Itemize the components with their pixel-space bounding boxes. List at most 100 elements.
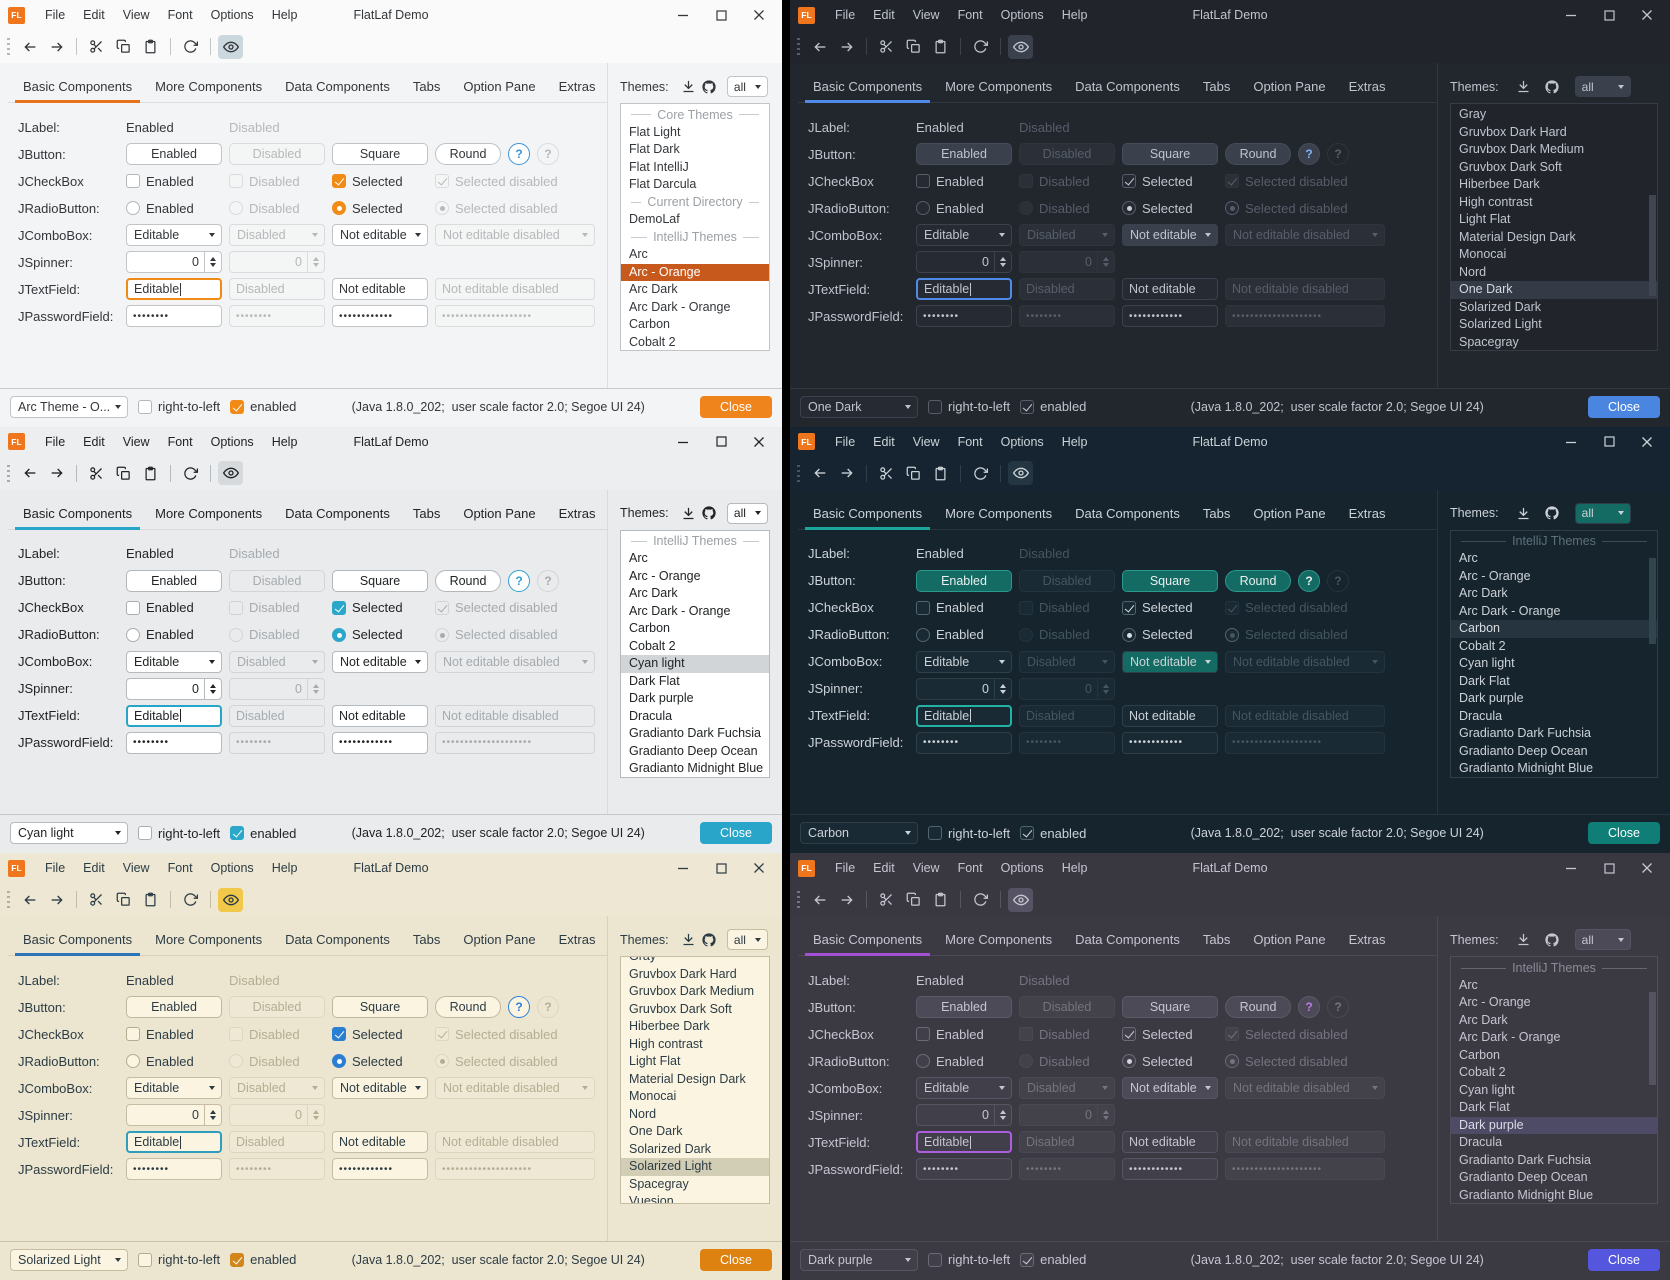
checkbox-icon[interactable] <box>916 1027 930 1042</box>
checkbox-icon[interactable] <box>126 174 140 188</box>
checkbox-icon[interactable] <box>230 399 245 414</box>
menu-item[interactable]: View <box>912 434 940 449</box>
textfield-editable[interactable]: Editable <box>916 704 1012 727</box>
checkbox-enabled[interactable]: Enabled <box>126 174 229 189</box>
github-icon[interactable] <box>701 75 717 99</box>
radio-selected[interactable]: Selected <box>1122 627 1225 642</box>
enabled-checkbox[interactable]: enabled <box>230 826 296 841</box>
github-icon[interactable] <box>1540 75 1565 99</box>
theme-combo[interactable]: Solarized Light <box>10 1248 128 1271</box>
spinner-enabled[interactable]: 0 <box>126 1104 222 1127</box>
forward-button[interactable] <box>44 888 69 912</box>
eye-toggle-button[interactable] <box>218 887 243 912</box>
theme-list-item[interactable]: Arc Dark - Orange <box>629 603 731 618</box>
copy-button[interactable] <box>901 35 926 59</box>
theme-list-item-selected[interactable]: One Dark <box>1451 281 1657 299</box>
close-window-button[interactable] <box>744 430 774 454</box>
tab[interactable]: Tabs <box>1202 932 1231 948</box>
menu-item[interactable]: Font <box>957 434 983 449</box>
theme-list-item[interactable]: Arc Dark - Orange <box>1459 603 1561 618</box>
cut-button[interactable] <box>874 461 899 485</box>
github-icon[interactable] <box>1540 501 1565 525</box>
maximize-button[interactable] <box>706 856 736 880</box>
theme-filter-combo[interactable]: all <box>1574 502 1631 524</box>
theme-filter-combo[interactable]: all <box>726 929 768 951</box>
checkbox-icon[interactable] <box>1020 826 1035 841</box>
minimize-button[interactable] <box>668 856 698 880</box>
tab[interactable]: Option Pane <box>463 79 536 94</box>
minimize-button[interactable] <box>668 430 698 454</box>
radio-enabled[interactable]: Enabled <box>126 201 229 216</box>
tab[interactable]: Option Pane <box>1253 79 1326 94</box>
copy-button[interactable] <box>901 461 926 485</box>
checkbox-icon[interactable] <box>1122 1027 1136 1042</box>
theme-list-item[interactable]: Arc Dark <box>1459 1012 1508 1027</box>
radio-selected[interactable]: Selected <box>1122 201 1225 216</box>
theme-list-item[interactable]: Spacegray <box>1459 334 1519 349</box>
theme-list-item[interactable]: Gruvbox Dark Medium <box>1459 142 1585 156</box>
textfield-editable[interactable]: Editable <box>916 278 1012 300</box>
theme-list-item[interactable]: Gray <box>629 956 657 964</box>
cut-button[interactable] <box>84 888 109 912</box>
spinner-enabled[interactable]: 0 <box>916 677 1012 700</box>
theme-list-item[interactable]: Dracula <box>629 708 673 723</box>
theme-list-item[interactable]: Dark purple <box>629 691 694 706</box>
theme-list-item[interactable]: Carbon <box>629 317 670 331</box>
close-dialog-button[interactable]: Close <box>700 1248 772 1271</box>
help-button[interactable]: ? <box>1298 996 1320 1019</box>
tab[interactable]: Tabs <box>412 505 441 521</box>
spinner-arrows-icon[interactable] <box>204 252 221 272</box>
download-icon[interactable] <box>681 501 697 525</box>
theme-list[interactable]: Gray Gruvbox Dark Hard Gruvbox Dark Medium… <box>1450 103 1658 351</box>
back-button[interactable] <box>807 35 832 59</box>
passwordfield-editable[interactable]: •••••••• <box>916 305 1012 327</box>
combobox-not-editable[interactable]: Not editable <box>332 1077 428 1100</box>
tab[interactable]: More Components <box>155 505 263 521</box>
theme-filter-combo[interactable]: all <box>1574 929 1631 951</box>
checkbox-icon[interactable] <box>1122 174 1136 188</box>
theme-list-item[interactable]: DemoLaf <box>629 212 680 226</box>
maximize-button[interactable] <box>1594 856 1624 880</box>
radio-enabled[interactable]: Enabled <box>916 201 1019 216</box>
radio-icon[interactable] <box>332 1054 346 1069</box>
tab[interactable]: Extras <box>1348 79 1386 94</box>
menu-item[interactable]: Edit <box>873 8 895 22</box>
radio-icon[interactable] <box>1122 1054 1136 1069</box>
forward-button[interactable] <box>44 461 69 485</box>
spinner-enabled[interactable]: 0 <box>126 251 222 273</box>
passwordfield-not-editable[interactable]: •••••••••••• <box>332 305 428 327</box>
theme-list-item[interactable]: Arc <box>629 247 648 261</box>
radio-enabled[interactable]: Enabled <box>916 627 1019 642</box>
cut-button[interactable] <box>874 888 899 912</box>
tab[interactable]: Data Components <box>285 932 390 948</box>
theme-list-item[interactable]: Dark Flat <box>1459 673 1510 688</box>
copy-button[interactable] <box>111 461 136 485</box>
theme-list-item[interactable]: Carbon <box>629 621 670 636</box>
theme-list-item[interactable]: Gradianto Deep Ocean <box>629 743 758 758</box>
tab[interactable]: Option Pane <box>1253 932 1326 948</box>
tab[interactable]: Tabs <box>1202 505 1231 521</box>
theme-list-item[interactable]: Gradianto Midnight Blue <box>1459 1187 1594 1202</box>
theme-combo[interactable]: One Dark <box>800 395 918 418</box>
menu-item[interactable]: View <box>912 8 940 22</box>
help-button[interactable]: ? <box>508 996 530 1019</box>
theme-list-item[interactable]: Gradianto Deep Ocean <box>1459 743 1588 758</box>
maximize-button[interactable] <box>706 430 736 454</box>
theme-list-item-selected[interactable]: Carbon <box>1451 620 1657 638</box>
theme-list-item[interactable]: Cobalt 2 <box>1459 638 1506 653</box>
checkbox-icon[interactable] <box>138 399 152 414</box>
refresh-button[interactable] <box>968 888 993 912</box>
theme-list-item[interactable]: Flat Light <box>629 124 681 139</box>
tab[interactable]: More Components <box>945 505 1053 521</box>
theme-list-item[interactable]: Arc - Orange <box>1459 995 1531 1010</box>
theme-list-item[interactable]: Gradianto Dark Fuchsia <box>629 726 762 741</box>
menu-item[interactable]: Help <box>1061 861 1088 876</box>
refresh-button[interactable] <box>968 461 993 485</box>
spinner-arrows-icon[interactable] <box>994 678 1011 699</box>
combobox-editable[interactable]: Editable <box>126 1077 222 1100</box>
tab[interactable]: More Components <box>155 79 263 94</box>
textfield-not-editable[interactable]: Not editable <box>1122 1131 1218 1154</box>
checkbox-icon[interactable] <box>332 174 346 188</box>
menu-item[interactable]: Options <box>1000 861 1044 876</box>
checkbox-enabled[interactable]: Enabled <box>916 600 1019 615</box>
